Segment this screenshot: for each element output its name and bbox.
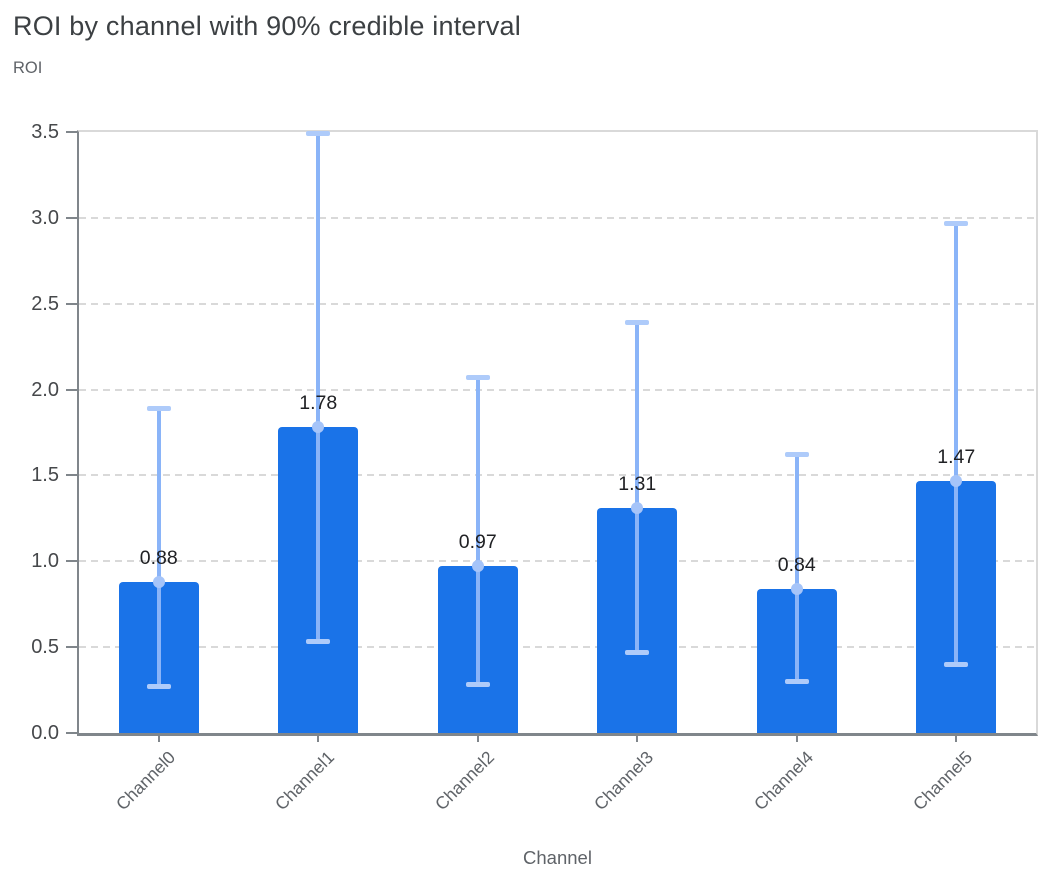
- error-bar-cap-upper: [146, 405, 171, 411]
- y-axis-title: ROI: [13, 59, 43, 77]
- mean-marker: [312, 421, 325, 434]
- y-tick-label: 1.5: [31, 464, 59, 487]
- error-bar-cap-lower: [944, 661, 969, 667]
- error-bar-cap-lower: [465, 682, 490, 688]
- bar-value-label: 0.88: [139, 546, 178, 569]
- error-bar-cap-upper: [306, 131, 331, 137]
- mean-marker: [950, 474, 963, 487]
- bar-value-label: 0.84: [777, 553, 816, 576]
- bar-value-label: 0.97: [458, 531, 497, 554]
- error-bar-stem-channel5: [954, 223, 959, 665]
- y-tick-label: 3.0: [31, 206, 59, 229]
- error-bar-cap-lower: [306, 639, 331, 645]
- x-tick-label-channel1: Channel1: [271, 747, 339, 815]
- error-bar-cap-lower: [784, 678, 809, 684]
- mean-marker: [471, 560, 484, 573]
- gridline: [79, 302, 1036, 305]
- y-tick-label: 2.5: [31, 292, 59, 315]
- mean-marker: [152, 575, 165, 588]
- gridline: [79, 646, 1036, 649]
- error-bar-cap-lower: [146, 684, 171, 690]
- mean-marker: [790, 582, 803, 595]
- error-bar-stem-channel0: [156, 408, 161, 687]
- x-tick-mark: [317, 734, 320, 742]
- mean-marker: [631, 502, 644, 515]
- error-bar-cap-upper: [944, 220, 969, 226]
- bar-value-label: 1.31: [618, 473, 657, 496]
- error-bar-cap-lower: [625, 649, 650, 655]
- error-bar-stem-channel1: [316, 133, 321, 642]
- y-tick-mark: [66, 216, 77, 219]
- y-tick-mark: [66, 732, 77, 734]
- gridline: [79, 560, 1036, 563]
- error-bar-cap-upper: [625, 320, 650, 326]
- y-tick-mark: [66, 388, 77, 391]
- y-tick-mark: [66, 560, 77, 563]
- chart-title: ROI by channel with 90% credible interva…: [13, 11, 521, 41]
- x-axis-title: Channel: [523, 847, 592, 868]
- y-tick-label: 0.0: [31, 722, 59, 744]
- error-bar-stem-channel4: [794, 454, 799, 682]
- y-tick-mark: [66, 474, 77, 477]
- x-tick-mark: [636, 734, 639, 742]
- x-tick-label-channel3: Channel3: [590, 747, 658, 815]
- gridline: [79, 388, 1036, 391]
- gridline: [79, 474, 1036, 477]
- x-tick-mark: [157, 734, 160, 742]
- gridline: [79, 216, 1036, 219]
- error-bar-stem-channel2: [475, 377, 480, 685]
- y-tick-mark: [66, 302, 77, 305]
- x-tick-label-channel4: Channel4: [749, 747, 817, 815]
- error-bar-stem-channel3: [635, 322, 640, 653]
- y-tick-label: 2.0: [31, 378, 59, 401]
- y-tick-label: 1.0: [31, 550, 59, 573]
- error-bar-cap-upper: [784, 452, 809, 458]
- x-tick-label-channel2: Channel2: [430, 747, 498, 815]
- plot-area: [77, 130, 1038, 736]
- x-tick-mark: [476, 734, 479, 742]
- error-bar-cap-upper: [465, 375, 490, 381]
- x-tick-mark: [795, 734, 798, 742]
- x-tick-label-channel0: Channel0: [111, 747, 179, 815]
- y-tick-mark: [66, 131, 77, 133]
- x-tick-label-channel5: Channel5: [909, 747, 977, 815]
- bar-value-label: 1.47: [937, 445, 976, 468]
- y-tick-label: 3.5: [31, 121, 59, 143]
- bar-value-label: 1.78: [299, 392, 338, 415]
- y-tick-label: 0.5: [31, 636, 59, 659]
- x-tick-mark: [955, 734, 958, 742]
- y-tick-mark: [66, 646, 77, 649]
